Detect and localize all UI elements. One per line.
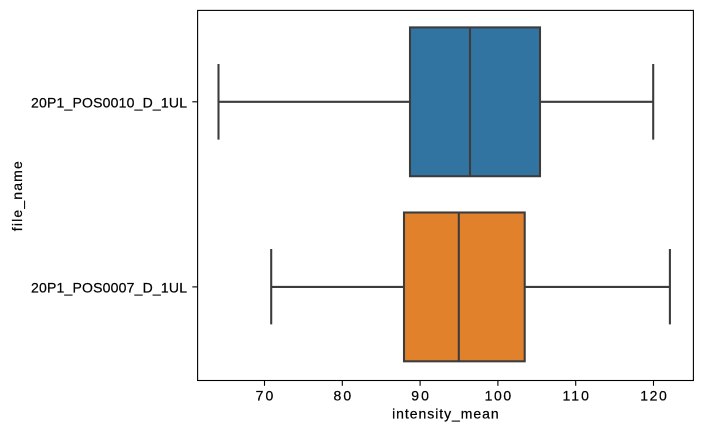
svg-text:20P1_POS0010_D_1UL: 20P1_POS0010_D_1UL <box>31 94 187 110</box>
svg-text:20P1_POS0007_D_1UL: 20P1_POS0007_D_1UL <box>31 279 187 295</box>
svg-text:100: 100 <box>485 387 512 403</box>
svg-text:120: 120 <box>640 387 667 403</box>
svg-text:file_name: file_name <box>9 161 25 231</box>
svg-text:70: 70 <box>256 387 274 403</box>
svg-text:90: 90 <box>411 387 429 403</box>
svg-text:80: 80 <box>333 387 351 403</box>
svg-text:intensity_mean: intensity_mean <box>392 406 499 422</box>
svg-text:110: 110 <box>562 387 589 403</box>
